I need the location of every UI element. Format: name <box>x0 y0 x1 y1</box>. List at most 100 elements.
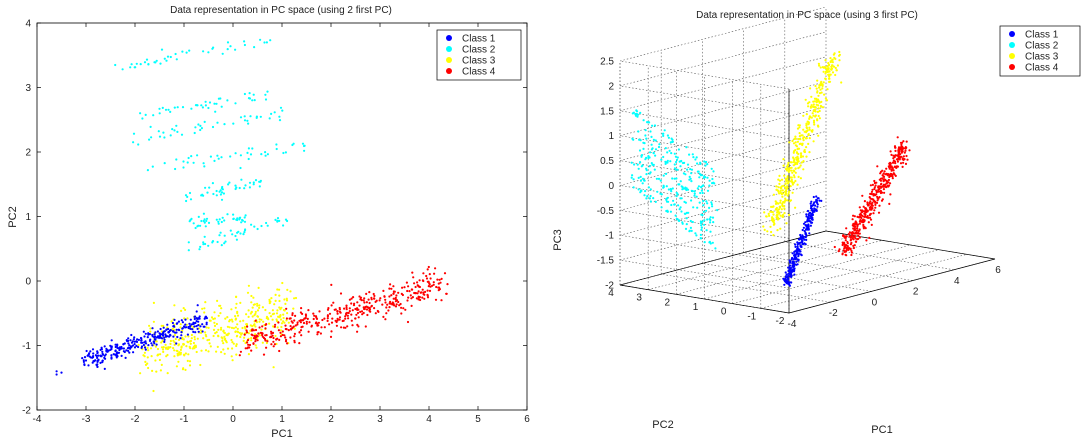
class-2-point <box>637 188 640 191</box>
class-3-point <box>235 302 238 305</box>
class-4-point <box>417 290 420 293</box>
class-4-point <box>852 246 856 250</box>
class-1-point <box>177 320 180 323</box>
class-2-point <box>251 99 254 102</box>
class-4-point <box>334 319 337 322</box>
class-4-point <box>247 343 250 346</box>
class-4-point <box>400 306 403 309</box>
class-2-point <box>649 194 652 198</box>
class-3-point <box>275 318 278 321</box>
class-3-point <box>808 115 812 118</box>
class-4-point <box>340 326 343 329</box>
class-1-point <box>110 345 113 348</box>
class-3-point <box>235 353 238 356</box>
class-3-point <box>235 335 238 338</box>
class-3-point <box>261 306 264 309</box>
class-2-point <box>698 172 701 175</box>
class-4-point <box>243 333 246 336</box>
class-4-point <box>875 201 879 204</box>
class-1-point <box>140 345 144 348</box>
class-2-point <box>186 195 189 198</box>
class-4-point <box>403 286 406 289</box>
z-tick-label: 1 <box>608 131 614 142</box>
class-2-point <box>274 218 277 221</box>
class-4-point <box>388 295 391 298</box>
class-4-point <box>846 245 849 248</box>
class-3-point <box>179 323 182 326</box>
class-3-point <box>184 308 187 311</box>
class-4-point <box>370 304 373 307</box>
class-2-point <box>696 162 699 165</box>
class-3-point <box>208 338 211 341</box>
class-1-point <box>103 345 106 348</box>
class-4-point <box>400 312 403 315</box>
class-2-point <box>148 138 151 141</box>
class-4-point <box>270 330 273 333</box>
class-3-point <box>794 137 797 140</box>
class-3-point <box>786 177 789 180</box>
x-tick-label: 6 <box>524 414 530 425</box>
class-1-point <box>100 346 103 349</box>
class-2-point <box>161 106 164 109</box>
class-3-point <box>769 225 772 228</box>
class-3-point <box>196 337 199 340</box>
class-2-point <box>700 228 703 231</box>
class-2-point <box>662 155 665 159</box>
class-2-point <box>659 192 662 195</box>
class-1-point <box>801 243 804 246</box>
chart-3d-ylabel: PC2 <box>652 419 673 431</box>
class-4-point <box>889 173 892 176</box>
z-tick-label: 2 <box>608 81 614 92</box>
class-2-point <box>644 129 647 132</box>
class-4-point <box>289 325 292 328</box>
class-1-point <box>810 204 813 207</box>
class-1-point <box>153 333 156 336</box>
class-4-point <box>884 173 887 176</box>
class-1-point <box>86 354 89 357</box>
class-3-point <box>781 213 785 217</box>
class-2-point <box>202 241 205 244</box>
class-4-point <box>858 206 861 209</box>
class-1-point <box>94 354 97 357</box>
class-2-point <box>696 206 699 209</box>
class-2-point <box>260 153 263 156</box>
class-1-point <box>783 283 786 286</box>
class-3-point <box>220 307 223 310</box>
class-3-point <box>826 70 829 74</box>
class-3-point <box>794 135 797 138</box>
class-3-point <box>166 353 169 357</box>
class-2-point <box>686 163 690 166</box>
class-3-point <box>811 112 814 115</box>
class-3-point <box>278 294 281 297</box>
class-1-point <box>810 209 814 212</box>
class-3-point <box>173 349 176 352</box>
class-4-point <box>366 313 369 317</box>
class-4-point <box>248 346 251 349</box>
class-3-point <box>155 370 158 373</box>
class-4-point <box>357 325 360 328</box>
class-2-point <box>670 190 673 193</box>
class-4-point <box>900 150 903 153</box>
class-2-point <box>169 55 172 59</box>
class-3-point <box>280 325 283 329</box>
class-3-point <box>276 288 279 291</box>
class-2-point <box>199 128 202 132</box>
x-tick-label: 0 <box>872 297 878 308</box>
chart-2d-title: Data representation in PC space (using 2… <box>170 5 392 16</box>
class-3-point <box>772 205 775 208</box>
class-3-point <box>239 335 242 339</box>
class-1-point <box>175 342 178 345</box>
class-4-point <box>310 324 313 327</box>
class-3-point <box>150 355 153 358</box>
class-2-point <box>208 186 211 189</box>
class-1-point <box>135 344 138 347</box>
class-3-point <box>250 336 253 340</box>
class-4-point <box>278 338 281 341</box>
class-4-point <box>326 317 329 320</box>
class-3-point <box>294 296 298 300</box>
class-2-point <box>229 155 232 158</box>
class-2-point <box>654 148 658 151</box>
class-3-point <box>786 194 789 197</box>
class-1-point <box>172 324 175 327</box>
class-3-point <box>158 358 161 362</box>
